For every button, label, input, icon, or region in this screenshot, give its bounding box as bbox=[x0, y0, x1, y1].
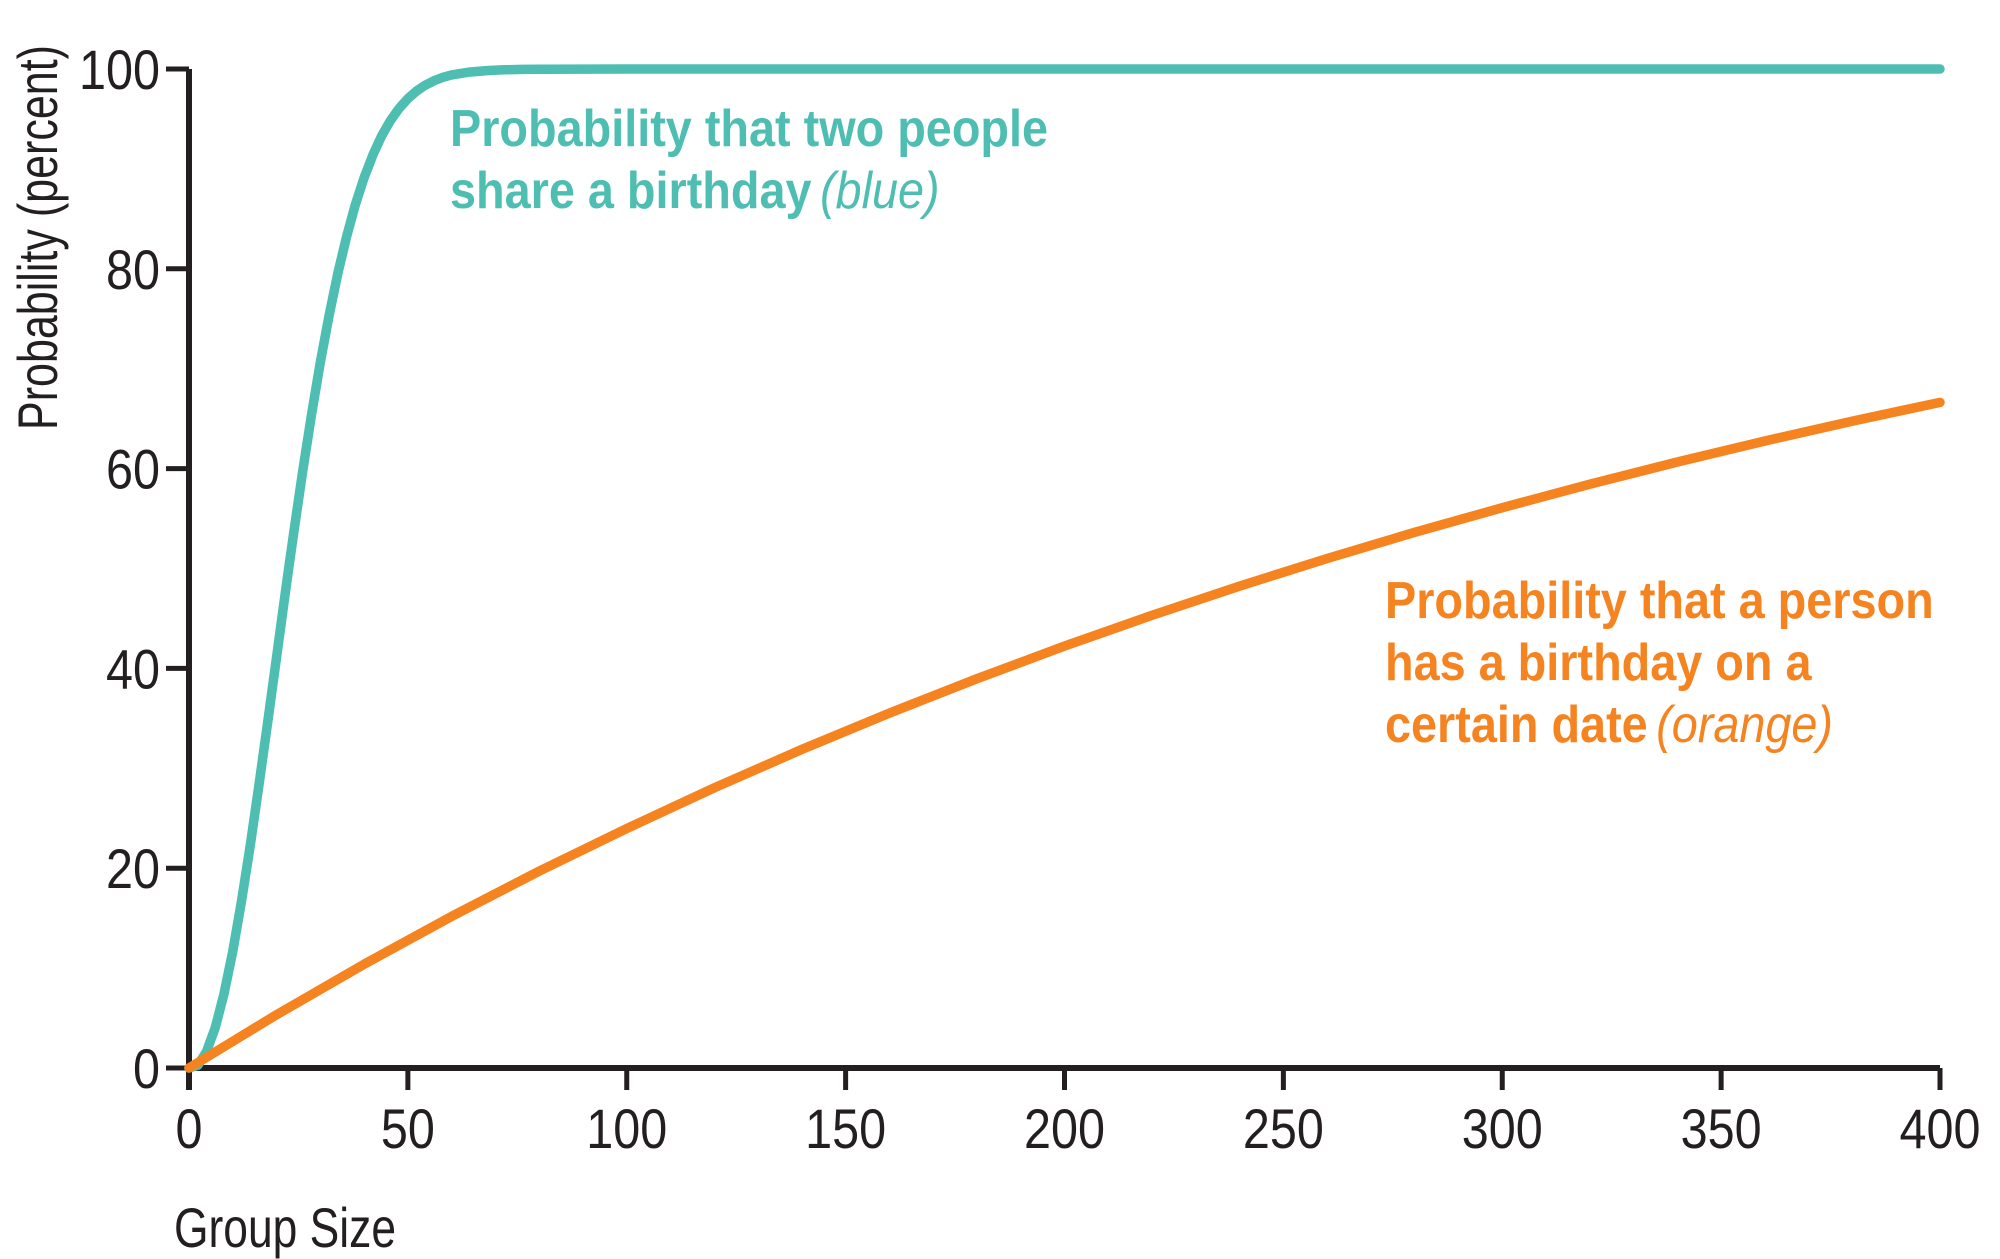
x-tick-label: 0 bbox=[176, 1097, 203, 1160]
y-tick-label: 40 bbox=[106, 637, 160, 700]
blue-curve bbox=[184, 64, 1945, 1073]
annotation-certain-date-line1: Probability that a person bbox=[1385, 570, 1934, 632]
annotation-certain-date-line2: has a birthday on a bbox=[1385, 632, 1934, 694]
annotation-series-key: (blue) bbox=[819, 162, 940, 220]
annotation-text: Probability that a person bbox=[1385, 572, 1934, 630]
annotation-shared-birthday-line1: Probability that two people bbox=[450, 98, 1048, 160]
annotation-certain-date: Probability that a person has a birthday… bbox=[1385, 570, 1934, 756]
annotation-text: has a birthday on a bbox=[1385, 634, 1812, 692]
y-axis-title: Probability (percent) bbox=[6, 45, 69, 430]
x-tick-label: 50 bbox=[381, 1097, 435, 1160]
annotation-text: Probability that two people bbox=[450, 100, 1049, 158]
orange-curve bbox=[184, 397, 1945, 1073]
x-axis-title: Group Size bbox=[174, 1196, 396, 1259]
annotation-shared-birthday: Probability that two people share a birt… bbox=[450, 98, 1048, 222]
y-tick-label: 60 bbox=[106, 438, 160, 501]
annotation-text: certain date bbox=[1385, 696, 1648, 754]
annotation-certain-date-line3: certain date (orange) bbox=[1385, 694, 1934, 756]
annotation-series-key: (orange) bbox=[1656, 696, 1834, 754]
annotation-text: share a birthday bbox=[450, 162, 812, 220]
y-tick-label: 100 bbox=[79, 38, 160, 101]
x-tick-label: 250 bbox=[1243, 1097, 1324, 1160]
x-tick-label: 200 bbox=[1024, 1097, 1105, 1160]
x-tick-label: 400 bbox=[1900, 1097, 1981, 1160]
x-tick-label: 100 bbox=[586, 1097, 667, 1160]
x-tick-label: 300 bbox=[1462, 1097, 1543, 1160]
y-tick-label: 20 bbox=[106, 837, 160, 900]
y-tick-label: 80 bbox=[106, 238, 160, 301]
annotation-shared-birthday-line2: share a birthday (blue) bbox=[450, 160, 1048, 222]
x-tick-label: 150 bbox=[805, 1097, 886, 1160]
x-tick-label: 350 bbox=[1681, 1097, 1762, 1160]
y-tick-label: 0 bbox=[133, 1037, 160, 1100]
